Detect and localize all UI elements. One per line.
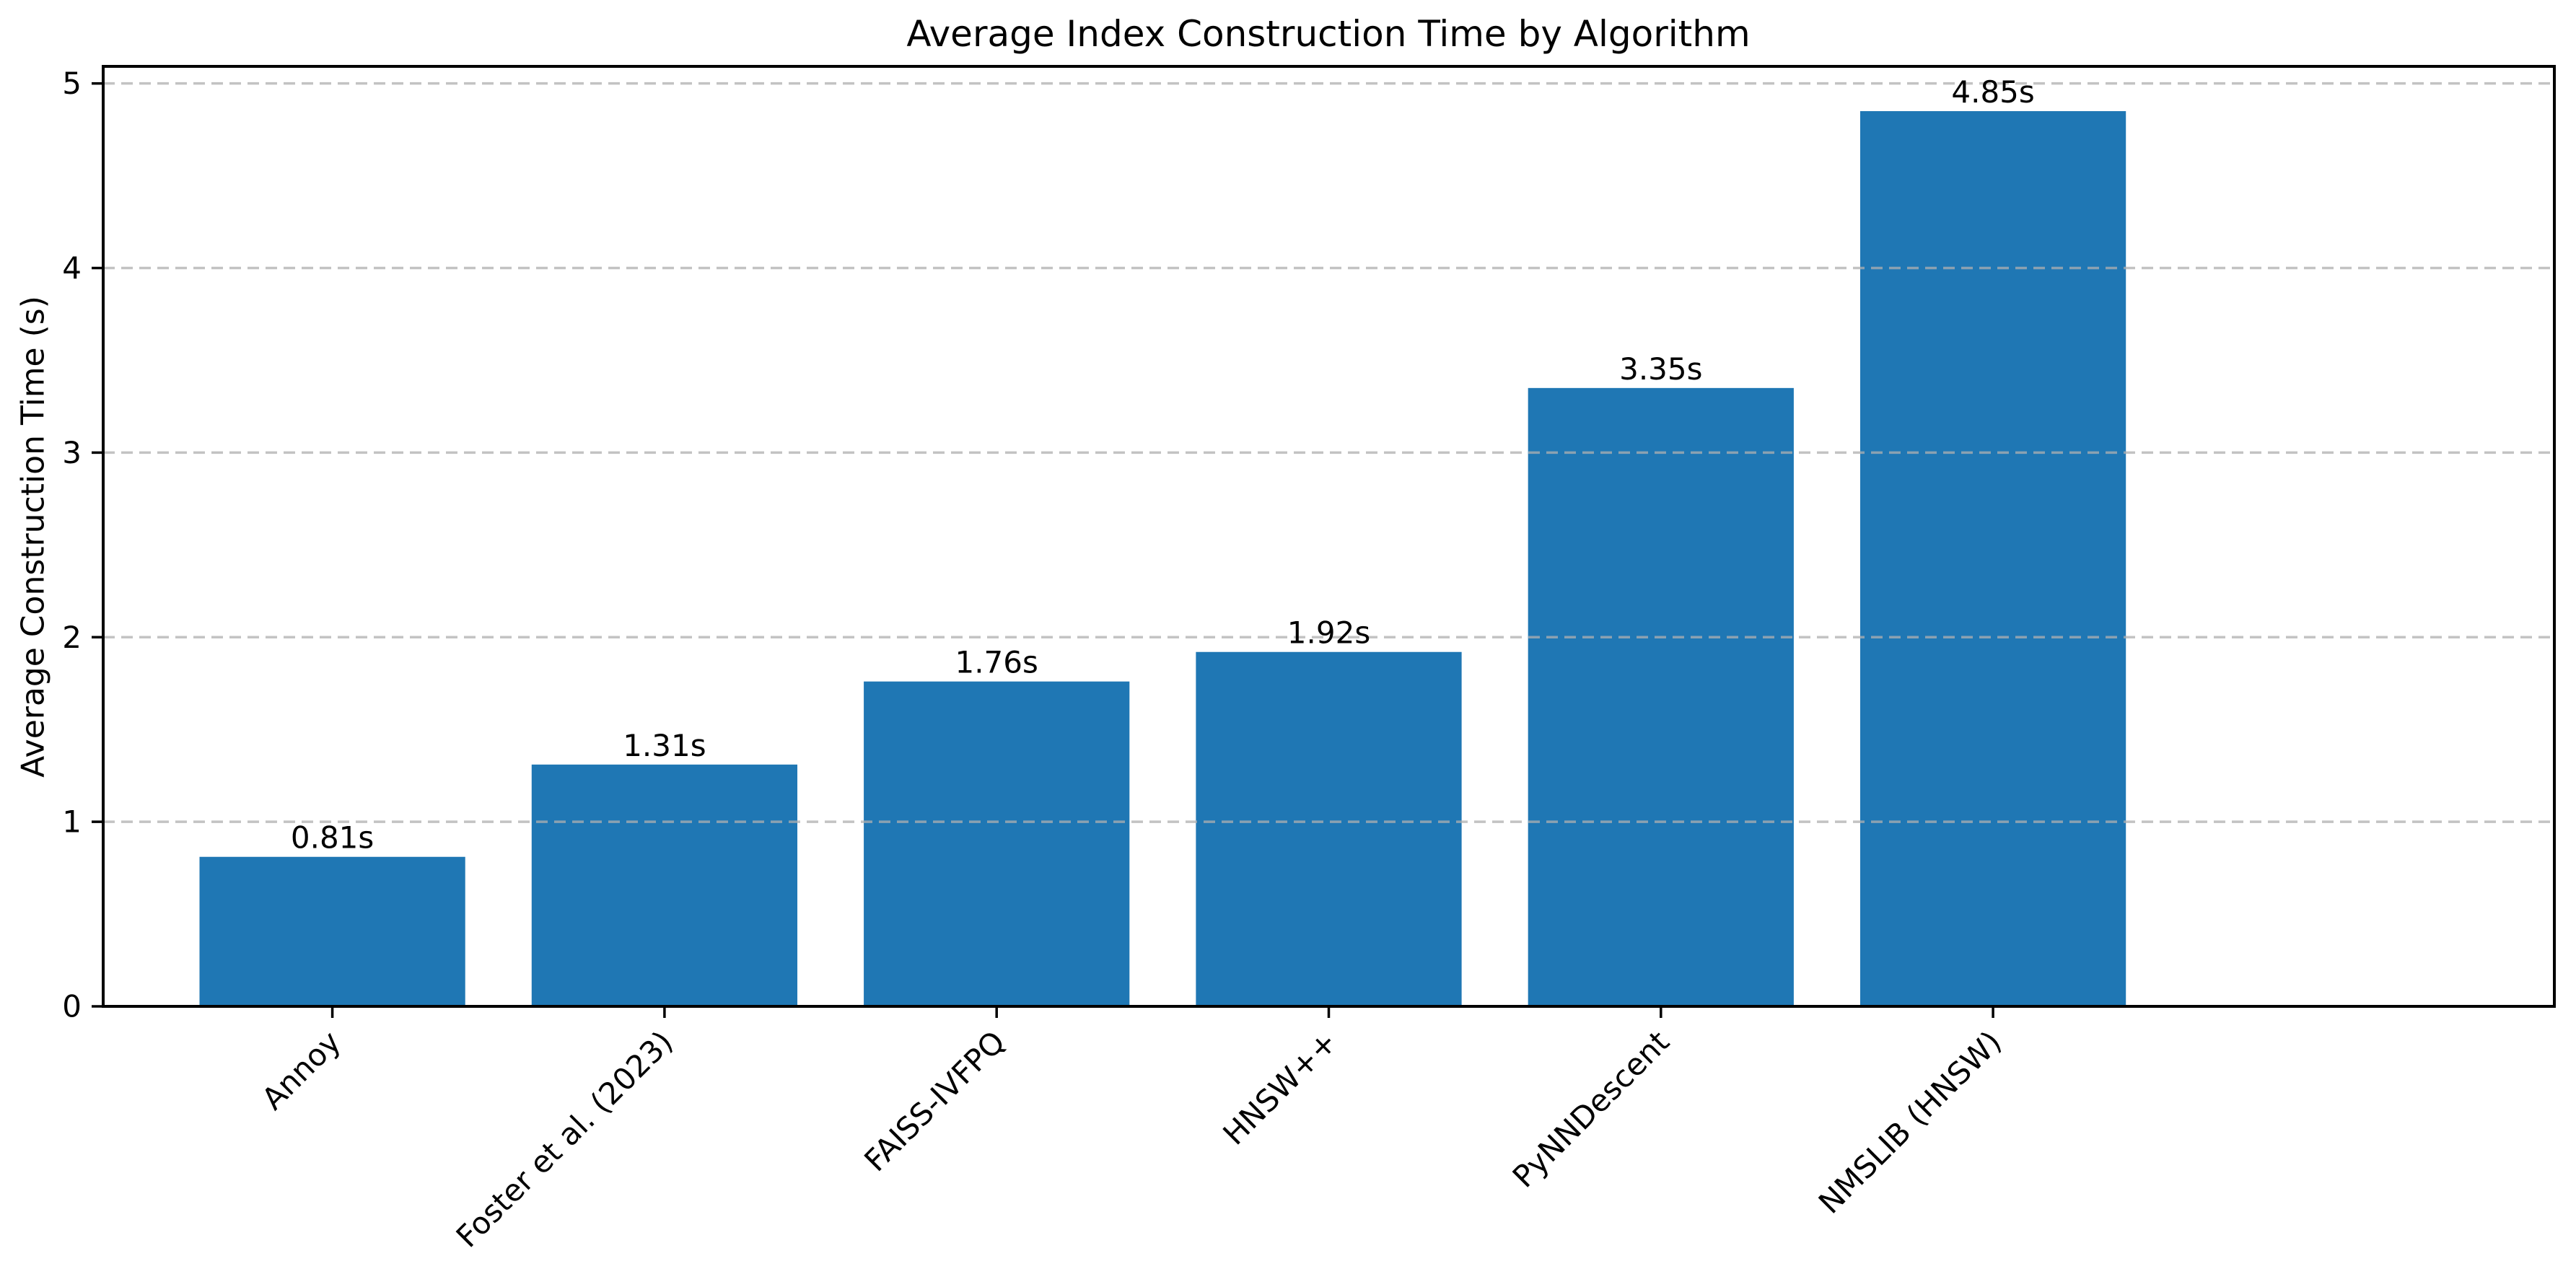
bar-HNSW++ [1196,651,1462,1006]
bar-PyNNDescent [1528,387,1794,1006]
bar-value-label-4: 3.35s [1619,351,1702,387]
bars-group [199,111,2126,1007]
x-tick-label-4: PyNNDescent [1506,1024,1676,1194]
y-tick-label-4: 4 [62,250,82,286]
bar-value-label-3: 1.92s [1287,615,1370,651]
bar-FAISS-IVFPQ [864,681,1130,1006]
bar-value-label-5: 4.85s [1951,74,2034,110]
tick-marks [92,82,1994,1018]
x-tick-labels: Annoy Foster et al. (2023) FAISS-IVFPQ HNSW… [255,1024,2008,1254]
bar-Foster et al. (2023) [531,764,798,1006]
gridlines-group [103,82,2554,823]
x-tick-label-1: Foster et al. (2023) [450,1024,680,1254]
x-tick-label-5: NMSLIB (HNSW) [1812,1024,2008,1220]
bar-value-labels: 0.81s 1.31s 1.76s 1.92s 3.35s 4.85s [291,74,2035,856]
y-tick-label-2: 2 [62,620,82,655]
y-tick-labels: 0 1 2 3 4 5 [62,66,82,1024]
chart-title: Average Index Construction Time by Algor… [906,13,1750,55]
y-axis-label: Average Construction Time (s) [15,296,52,778]
bar-value-label-2: 1.76s [955,645,1038,680]
bar-Annoy [199,856,465,1006]
y-tick-label-0: 0 [62,989,82,1024]
y-tick-label-1: 1 [62,804,82,840]
x-tick-label-0: Annoy [255,1024,347,1116]
x-tick-label-3: HNSW++ [1216,1024,1344,1151]
bar-NMSLIB (HNSW) [1859,111,2126,1007]
x-tick-label-2: FAISS-IVFPQ [857,1024,1012,1178]
y-tick-label-3: 3 [62,435,82,470]
y-tick-label-5: 5 [62,66,82,101]
bar-value-label-1: 1.31s [623,728,706,763]
bar-value-label-0: 0.81s [291,820,374,856]
